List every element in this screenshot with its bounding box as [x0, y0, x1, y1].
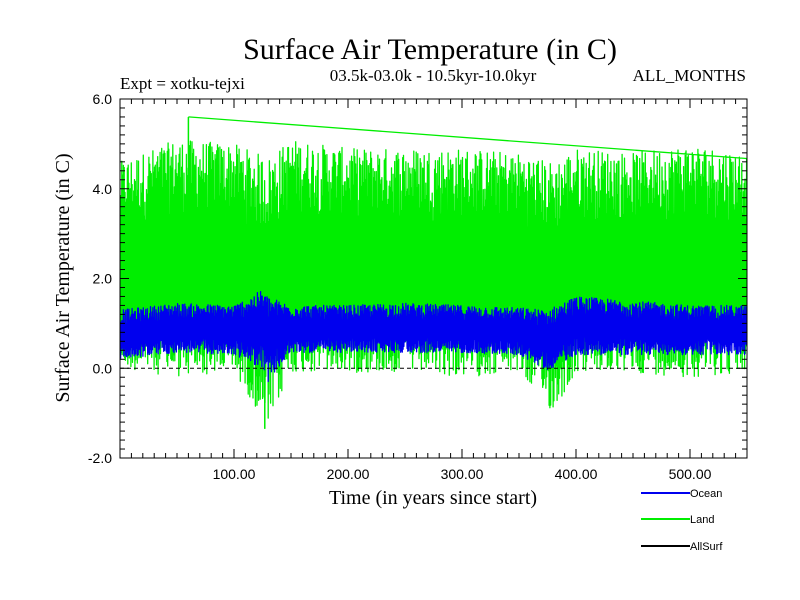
y-axis-label: Surface Air Temperature (in C) [52, 153, 74, 402]
chart-subtitle-center: 03.5k-03.0k - 10.5kyr-10.0kyr [330, 66, 537, 85]
x-tick-label: 500.00 [669, 466, 712, 482]
y-tick-label: 0.0 [93, 360, 113, 376]
x-tick-label: 400.00 [555, 466, 598, 482]
chart-subtitle-right: ALL_MONTHS [633, 66, 746, 85]
x-tick-label: 200.00 [327, 466, 370, 482]
x-tick-label: 100.00 [213, 466, 256, 482]
legend-label-ocean: Ocean [690, 488, 722, 500]
y-tick-label: 4.0 [93, 181, 113, 197]
y-tick-label: -2.0 [88, 450, 112, 466]
series-land-line [119, 116, 748, 419]
legend: Ocean Land AllSurf [641, 488, 723, 553]
chart-subtitle-left: Expt = xotku-tejxi [120, 74, 245, 93]
chart-title: Surface Air Temperature (in C) [243, 33, 617, 66]
y-tick-label: 2.0 [93, 271, 113, 287]
legend-label-allsurf: AllSurf [690, 541, 723, 553]
series-ocean-line [119, 290, 748, 383]
x-tick-label: 300.00 [441, 466, 484, 482]
y-tick-label: 6.0 [93, 91, 113, 107]
x-axis-label: Time (in years since start) [329, 487, 537, 509]
tick-layer: -2.0 0.0 2.0 4.0 6.0 100.00 200.00 300.00 400.00… [88, 91, 747, 482]
series-layer [119, 116, 748, 429]
legend-label-land: Land [690, 514, 714, 526]
